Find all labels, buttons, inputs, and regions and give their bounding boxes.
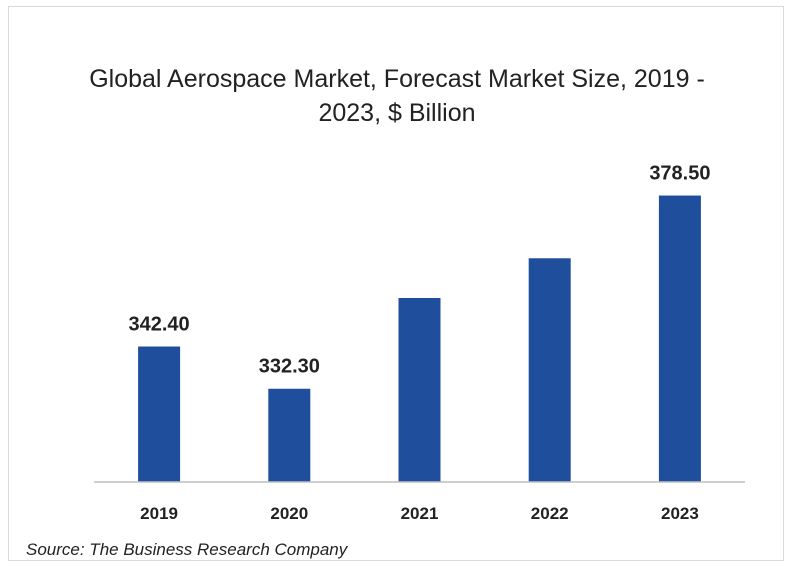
bar-2021: [398, 298, 441, 482]
x-tick-2019: 2019: [140, 504, 178, 523]
source-note: Source: The Business Research Company: [26, 540, 348, 559]
chart-title-line-2: 2023, $ Billion: [318, 99, 476, 127]
x-tick-labels-group: 2019 2020 2021 2022 2023: [140, 504, 699, 523]
value-label-2020: 332.30: [259, 356, 320, 378]
x-tick-2022: 2022: [531, 504, 569, 523]
chart-title-line-1: Global Aerospace Market, Forecast Market…: [89, 65, 705, 93]
bar-2023: [658, 195, 701, 482]
bar-2020: [268, 388, 311, 482]
x-tick-2020: 2020: [270, 504, 308, 523]
chart-frame: [8, 6, 784, 561]
bars-group: [138, 195, 701, 482]
x-tick-2021: 2021: [401, 504, 439, 523]
bar-2019: [138, 346, 181, 482]
value-label-2019: 342.40: [129, 314, 190, 336]
bar-2022: [528, 258, 571, 482]
chart-title: Global Aerospace Market, Forecast Market…: [0, 62, 794, 130]
x-tick-2023: 2023: [661, 504, 699, 523]
value-label-2023: 378.50: [649, 163, 710, 185]
value-labels-group: 342.40 332.30 378.50: [129, 163, 711, 378]
